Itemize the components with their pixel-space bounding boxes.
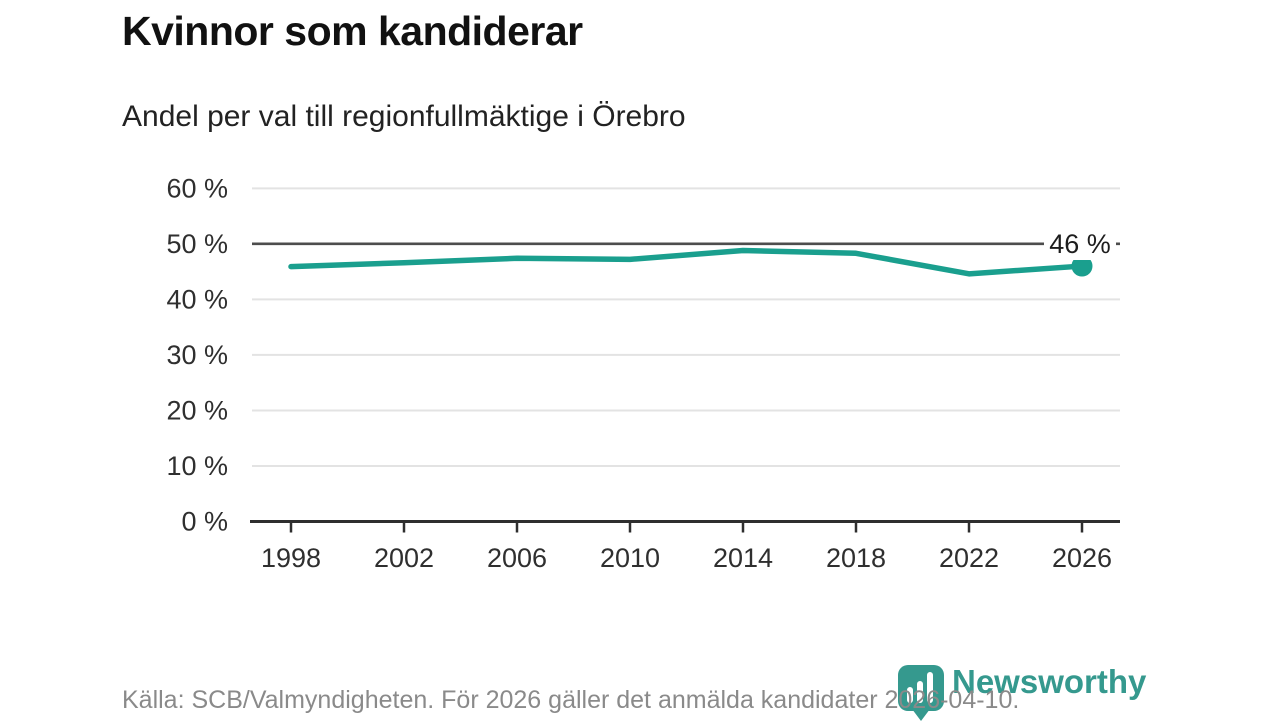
x-axis-tick-label: 2002 [374,543,434,573]
chart-subtitle: Andel per val till regionfullmäktige i Ö… [122,100,686,133]
x-axis-tick-label: 1998 [261,543,321,573]
source-note: Källa: SCB/Valmyndigheten. För 2026 gäll… [122,686,1020,714]
x-axis-tick-label: 2022 [939,543,999,573]
end-value-label: 46 % [1049,229,1111,259]
chart-title: Kvinnor som kandiderar [122,8,583,54]
end-label-halo [1044,227,1116,260]
y-axis-tick-label: 60 % [166,173,228,203]
last-point-marker [1071,255,1093,277]
x-axis-tick-label: 2026 [1052,543,1112,573]
y-axis-tick-label: 20 % [166,395,228,425]
newsworthy-logo-icon [898,665,944,721]
y-axis-tick-label: 0 % [181,507,228,537]
x-axis-tick-label: 2014 [713,543,773,573]
y-axis-tick-label: 40 % [166,284,228,314]
x-axis-tick-label: 2006 [487,543,547,573]
y-axis-tick-label: 50 % [166,229,228,259]
x-axis-tick-label: 2010 [600,543,660,573]
x-axis-tick-label: 2018 [826,543,886,573]
data-line-andel-kvinnor [288,247,1085,277]
y-axis-tick-label: 10 % [166,451,228,481]
newsworthy-wordmark: Newsworthy [952,663,1147,700]
y-axis-tick-label: 30 % [166,340,228,370]
